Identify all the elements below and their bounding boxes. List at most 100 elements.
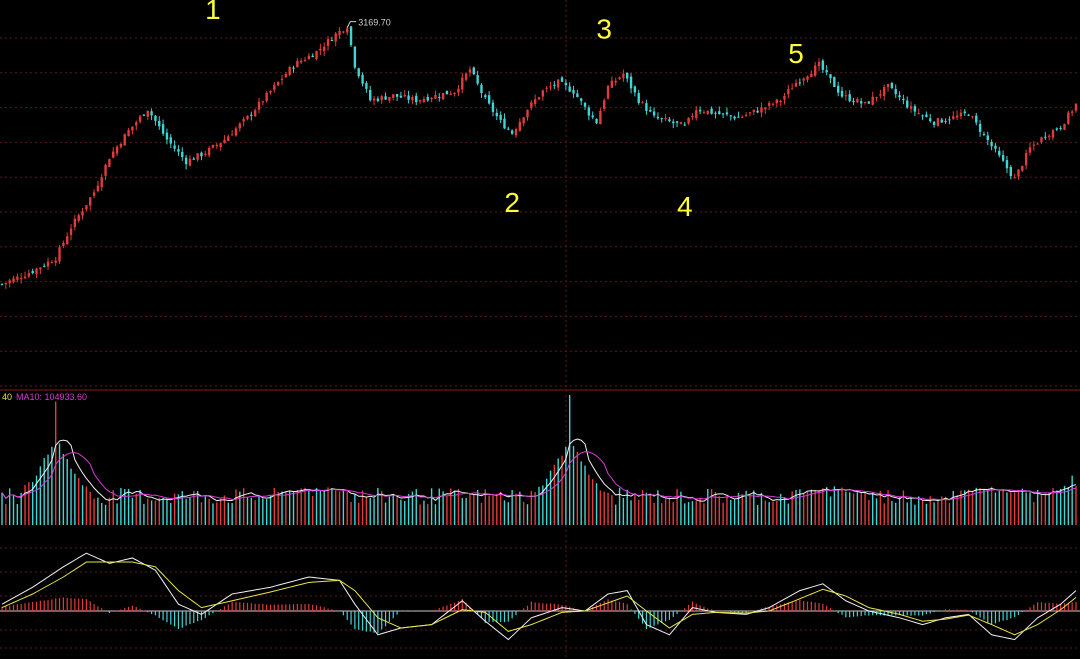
candle-body [100,177,103,188]
candle-body [430,98,433,100]
candle-body [380,96,383,101]
candle-body [4,282,8,285]
high-price-label: 3169.70 [358,18,391,28]
candle-body [825,70,828,73]
candle-body [311,55,314,58]
candle-body [384,96,387,100]
candle-body [184,157,188,165]
candle-body [844,95,848,97]
candle-body [1074,103,1078,111]
candle-body [526,109,529,118]
candle-body [39,267,42,270]
candle-body [660,118,663,120]
candle-body [273,84,276,90]
candle-body [461,77,464,90]
candle-body [388,97,391,101]
price-grid [0,37,1080,387]
candle-body [591,115,594,118]
candle-body [829,74,832,79]
candle-body [587,107,591,116]
candle-body [779,100,782,102]
candle-body [142,114,146,116]
candle-body [303,59,307,61]
candle-body [906,100,909,108]
candle-body [545,87,548,89]
candle-body [733,116,736,119]
candle-body [491,102,495,112]
candle-body [794,82,798,87]
candle-body [925,114,928,118]
candle-body [629,76,633,89]
candle-body [821,60,825,70]
candle-body [188,158,192,166]
candle-body [0,283,4,285]
candle-body [645,103,648,112]
candle-body [326,39,330,46]
candle-body [150,111,153,116]
candle-body [1032,144,1036,146]
macd-dif-line [1,552,1077,641]
candle-body [31,271,34,274]
candle-body [921,115,924,117]
candle-body [108,159,111,167]
candle-body [975,115,978,123]
candle-body [817,62,821,67]
candle-body [998,150,1001,156]
candle-body [687,117,690,124]
candle-body [234,128,238,136]
volume-panel [1,395,1077,525]
candle-body [158,120,161,127]
candle-body [556,79,560,88]
candle-body [721,113,725,115]
candle-body [929,118,932,122]
candle-body [1067,112,1070,124]
candle-body [767,103,771,107]
candle-body [261,101,265,103]
candle-body [576,93,579,97]
candle-body [238,123,242,129]
candle-body [392,94,395,98]
wave-label-2: 2 [504,187,520,218]
candle-body [652,111,656,116]
candle-body [81,211,84,216]
candle-body [787,89,790,95]
candle-body [464,73,468,80]
candle-body [96,185,100,192]
candle-body [403,95,406,97]
candle-body [614,80,617,83]
candle-body [1070,111,1074,113]
candle-body [649,109,652,112]
candlestick-series [0,25,1078,289]
candle-body [622,73,625,78]
candle-body [499,115,502,120]
candle-body [553,84,556,86]
candle-body [940,119,943,123]
candle-body [434,94,437,99]
candle-body [127,129,130,137]
candle-body [399,95,403,98]
candle-body [840,90,844,97]
candle-body [560,77,564,82]
candle-body [296,60,299,68]
candle-body [695,110,698,118]
candle-body [1017,169,1020,177]
candle-body [346,28,349,33]
candle-body [537,97,541,100]
candle-body [58,247,61,262]
candle-body [982,134,986,136]
candle-body [35,268,38,274]
candle-body [23,276,27,279]
candle-body [181,151,184,158]
candle-body [1063,123,1066,130]
candle-body [284,74,288,78]
candle-body [161,124,165,134]
candle-body [952,116,955,119]
candle-body [177,149,180,152]
candle-body [338,30,341,36]
candle-body [579,98,583,101]
candle-body [85,205,88,210]
candle-body [967,114,970,116]
candle-body [541,90,545,97]
candle-body [867,101,871,104]
candle-body [518,121,522,131]
